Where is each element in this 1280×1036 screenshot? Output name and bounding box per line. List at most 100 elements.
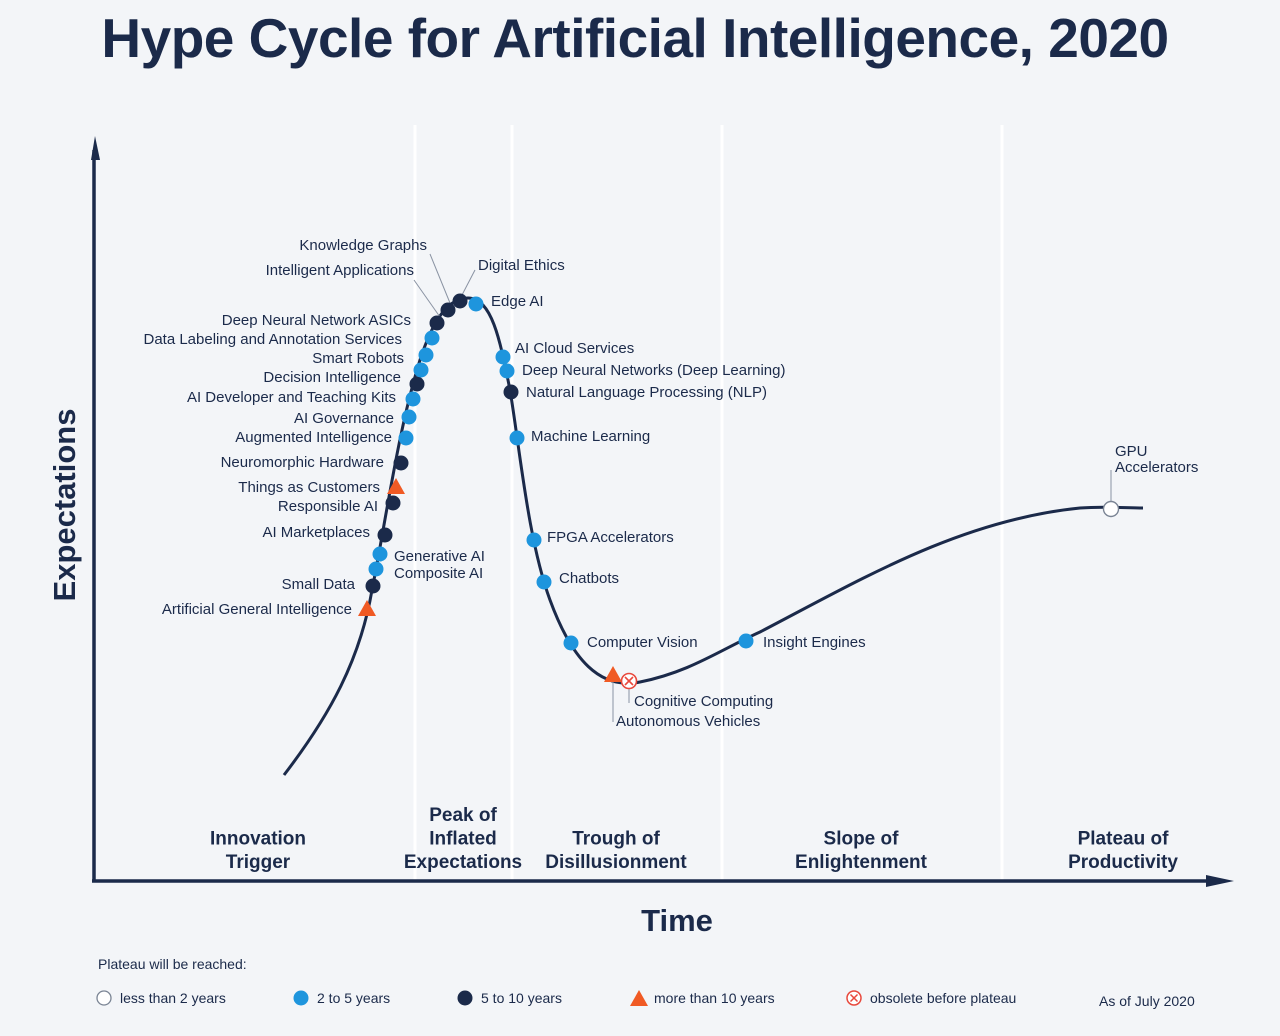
marker-ai-marketplaces xyxy=(377,527,393,543)
marker-edge-ai xyxy=(468,296,484,312)
marker-generative-ai xyxy=(372,546,388,562)
marker-responsible-ai xyxy=(385,495,401,511)
label-ai-developer-and-teaching-kits: AI Developer and Teaching Kits xyxy=(187,389,396,406)
label-cognitive-computing: Cognitive Computing xyxy=(634,693,773,710)
x-axis-title: Time xyxy=(641,903,713,938)
label-digital-ethics: Digital Ethics xyxy=(478,257,565,274)
marker-smart-robots xyxy=(413,362,429,378)
label-chatbots: Chatbots xyxy=(559,570,619,587)
y-axis-title: Expectations xyxy=(47,409,82,602)
label-ai-marketplaces: AI Marketplaces xyxy=(262,524,370,541)
label-small-data: Small Data xyxy=(282,576,356,593)
marker-ai-cloud-services xyxy=(495,349,511,365)
obsolete-icon xyxy=(846,990,862,1006)
label-responsible-ai: Responsible AI xyxy=(278,498,378,515)
marker-knowledge-graphs xyxy=(440,302,456,318)
label-smart-robots: Smart Robots xyxy=(312,350,404,367)
phase-labels: Innovation Trigger Peak of Inflated Expectat… xyxy=(210,805,1178,873)
label-edge-ai: Edge AI xyxy=(491,293,544,310)
label-augmented-intelligence: Augmented Intelligence xyxy=(235,429,392,446)
marker-neuromorphic-hardware xyxy=(393,455,409,471)
marker-gpu-accelerators xyxy=(1102,500,1120,518)
leader-line-intelligent-applications xyxy=(413,279,441,318)
marker-natural-language-processing-nlp xyxy=(503,384,519,400)
marker-ai-developer-and-teaching-kits xyxy=(405,391,421,407)
phase-label-plateau-of-productivity: Plateau of Productivity xyxy=(1068,829,1178,874)
open-circle-icon xyxy=(96,990,112,1006)
label-intelligent-applications: Intelligent Applications xyxy=(266,262,414,279)
label-autonomous-vehicles: Autonomous Vehicles xyxy=(616,713,760,730)
phase-label-peak-of-inflated-expectations: Peak of Inflated Expectations xyxy=(404,805,522,873)
axes xyxy=(91,136,1234,887)
marker-fpga-accelerators xyxy=(526,532,542,548)
marker-digital-ethics xyxy=(452,293,468,309)
phase-dividers xyxy=(413,125,1004,880)
x-axis-arrow-icon xyxy=(1206,875,1234,887)
marker-deep-neural-networks-deep-learning xyxy=(499,363,515,379)
legend-item-5-to-10: 5 to 10 years xyxy=(457,990,562,1006)
triangle-icon xyxy=(630,990,648,1006)
label-deep-neural-network-asics: Deep Neural Network ASICs xyxy=(222,312,411,329)
label-artificial-general-intelligence: Artificial General Intelligence xyxy=(162,601,352,618)
label-decision-intelligence: Decision Intelligence xyxy=(263,369,401,386)
marker-intelligent-applications xyxy=(429,315,445,331)
label-leaders xyxy=(413,253,1112,722)
label-fpga-accelerators: FPGA Accelerators xyxy=(547,529,674,546)
label-things-as-customers: Things as Customers xyxy=(238,479,380,496)
marker-cognitive-computing xyxy=(620,672,638,690)
marker-small-data xyxy=(365,578,381,594)
marker-chatbots xyxy=(536,574,552,590)
marker-composite-ai xyxy=(368,561,384,577)
phase-label-innovation-trigger: Innovation Trigger xyxy=(210,829,306,874)
legend-item-obsolete: obsolete before plateau xyxy=(846,990,1016,1006)
marker-machine-learning xyxy=(509,430,525,446)
phase-label-slope-of-enlightenment: Slope of Enlightenment xyxy=(795,829,928,874)
legend-label: 2 to 5 years xyxy=(317,990,391,1006)
blue-dot-icon xyxy=(293,990,309,1006)
phase-label-trough-of-disillusionment: Trough of Disillusionment xyxy=(545,829,687,874)
marker-deep-neural-network-asics xyxy=(424,330,440,346)
marker-computer-vision xyxy=(563,635,579,651)
legend: Plateau will be reached: less than 2 yea… xyxy=(0,950,1280,1030)
axis-titles: Time Expectations xyxy=(47,409,713,938)
label-data-labeling-and-annotation-services: Data Labeling and Annotation Services xyxy=(143,331,402,348)
legend-label: less than 2 years xyxy=(120,990,226,1006)
legend-label: 5 to 10 years xyxy=(481,990,562,1006)
label-gpu-accelerators: GPU Accelerators xyxy=(1115,443,1198,476)
dark-dot-icon xyxy=(457,990,473,1006)
chart-title: Hype Cycle for Artificial Intelligence, … xyxy=(101,7,1169,69)
label-neuromorphic-hardware: Neuromorphic Hardware xyxy=(221,454,384,471)
label-insight-engines: Insight Engines xyxy=(763,634,866,651)
label-ai-cloud-services: AI Cloud Services xyxy=(515,340,634,357)
label-ai-governance: AI Governance xyxy=(294,410,394,427)
legend-item-less-than-2: less than 2 years xyxy=(96,990,226,1006)
marker-augmented-intelligence xyxy=(398,430,414,446)
marker-autonomous-vehicles xyxy=(604,666,622,682)
legend-label: more than 10 years xyxy=(654,990,775,1006)
marker-data-labeling-and-annotation-services xyxy=(418,347,434,363)
label-machine-learning: Machine Learning xyxy=(531,428,650,445)
hype-curve xyxy=(282,296,1144,776)
label-generative-ai: Generative AI xyxy=(394,548,485,565)
legend-item-2-to-5: 2 to 5 years xyxy=(293,990,390,1006)
marker-ai-governance xyxy=(401,409,417,425)
technology-labels: Artificial General Intelligence Small Dat… xyxy=(143,237,1198,730)
marker-decision-intelligence xyxy=(409,376,425,392)
label-deep-neural-networks-deep-learning: Deep Neural Networks (Deep Learning) xyxy=(522,362,785,379)
leader-line-knowledge-graphs xyxy=(429,253,451,304)
as-of-date: As of July 2020 xyxy=(1099,993,1195,1009)
label-natural-language-processing-nlp: Natural Language Processing (NLP) xyxy=(526,384,767,401)
label-composite-ai: Composite AI xyxy=(394,565,483,582)
leader-line-digital-ethics xyxy=(461,269,476,296)
technology-markers xyxy=(358,293,1120,690)
label-computer-vision: Computer Vision xyxy=(587,634,698,651)
hype-cycle-chart: Artificial General Intelligence Small Dat… xyxy=(47,125,1234,938)
y-axis-arrow-icon xyxy=(91,136,100,160)
marker-things-as-customers xyxy=(387,478,405,494)
legend-title: Plateau will be reached: xyxy=(98,956,247,972)
marker-artificial-general-intelligence xyxy=(358,600,376,616)
legend-item-more-than-10: more than 10 years xyxy=(630,990,775,1006)
label-knowledge-graphs: Knowledge Graphs xyxy=(299,237,427,254)
marker-insight-engines xyxy=(738,633,754,649)
legend-label: obsolete before plateau xyxy=(870,990,1017,1006)
